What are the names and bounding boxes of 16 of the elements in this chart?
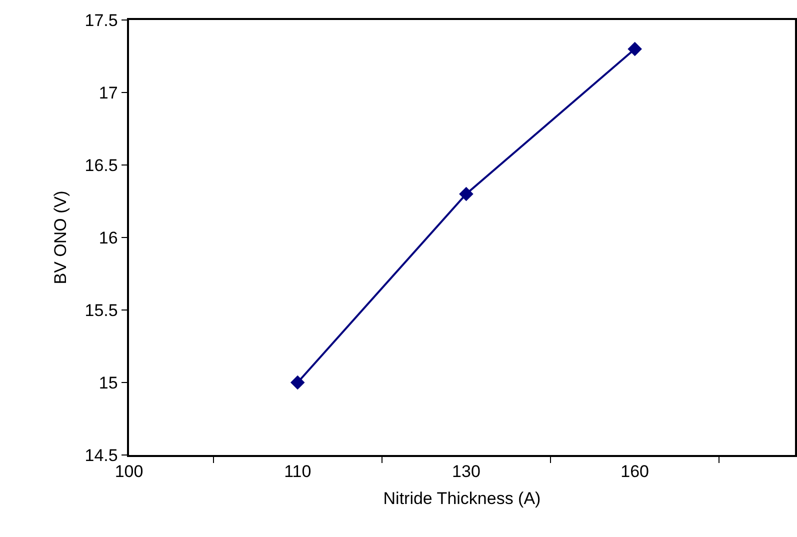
y-tick-label: 15.5 [84,300,118,320]
x-tick-label: 110 [284,462,312,482]
x-tick-label: 160 [620,462,650,482]
y-tick-label: 17 [98,83,118,102]
point [459,186,474,202]
y-tick-label: 15 [98,373,118,392]
y-tick-label: 14.5 [84,446,118,465]
y-tick-label: 16 [98,228,118,248]
y-axis-title: BV ONO (V) [50,190,70,284]
y-tick-label: 17.5 [84,10,118,30]
y-tick-label: 16.5 [84,156,118,175]
x-tick-label: 100 [114,462,144,482]
point [290,375,305,390]
point [628,42,642,56]
x-tick-label: 130 [452,462,480,482]
x-axis-title: Nitride Thickness (A) [383,489,541,508]
